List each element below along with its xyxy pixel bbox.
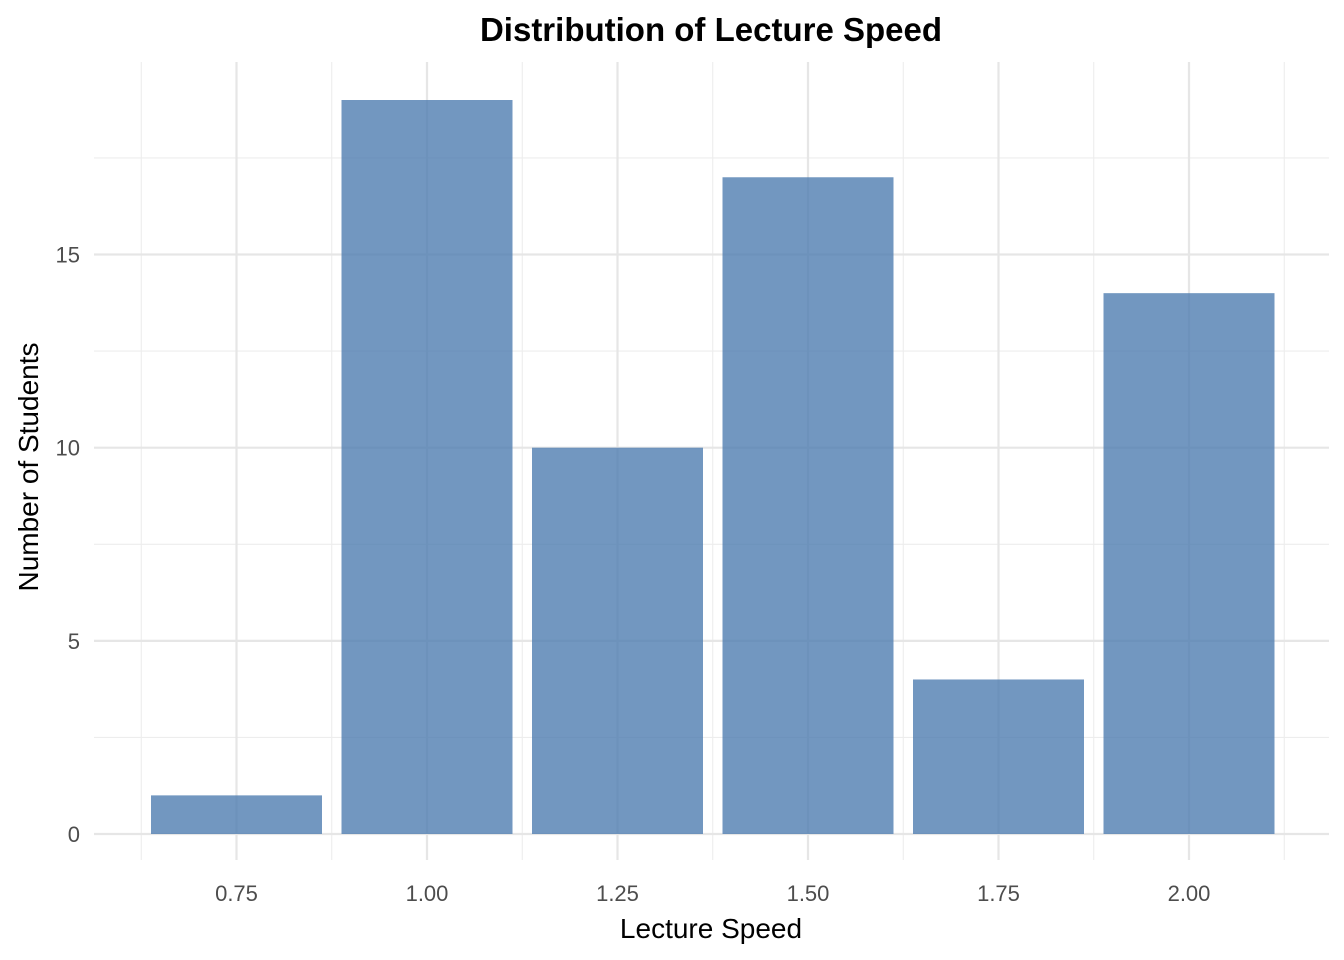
x-tick-label: 1.00 [406,881,449,906]
y-tick-label: 10 [56,436,80,461]
x-tick-label: 1.75 [977,881,1020,906]
y-axis-title: Number of Students [13,342,44,591]
bar [532,447,703,834]
y-tick-label: 15 [56,243,80,268]
y-tick-label: 0 [68,822,80,847]
x-tick-label: 1.50 [787,881,830,906]
x-tick-labels: 0.75 1.00 1.25 1.50 1.75 2.00 [215,881,1210,906]
minor-gridlines [94,62,1329,860]
x-tick-label: 2.00 [1168,881,1211,906]
x-tick-label: 0.75 [215,881,258,906]
x-axis-title: Lecture Speed [620,913,802,944]
bar [1103,293,1275,834]
bars [151,100,1275,834]
bar [722,177,894,834]
bar [913,679,1084,834]
y-tick-label: 5 [68,629,80,654]
x-tick-label: 1.25 [596,881,639,906]
bar [151,795,322,834]
y-tick-labels: 0 5 10 15 [56,243,80,847]
chart-title: Distribution of Lecture Speed [480,11,942,48]
bar [341,100,513,834]
